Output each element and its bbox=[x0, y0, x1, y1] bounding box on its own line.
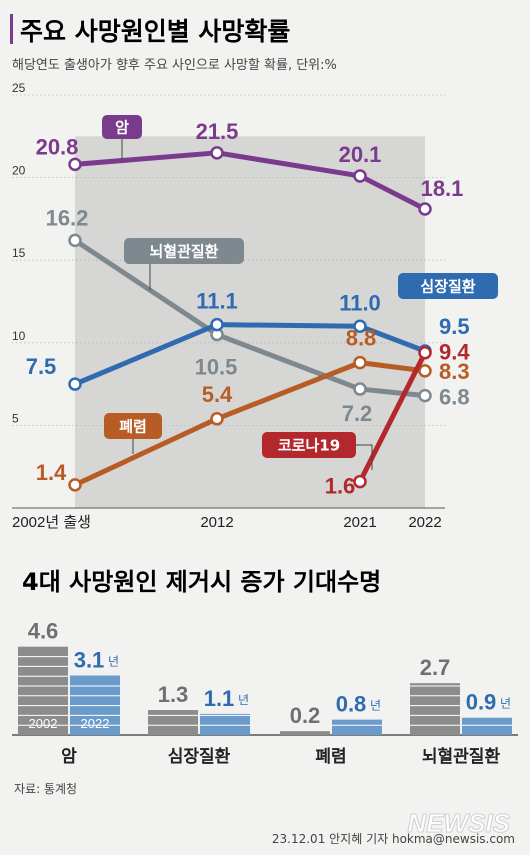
data-point-pneumonia bbox=[210, 412, 224, 426]
section-title: 4대 사망원인 제거시 증가 기대수명 bbox=[22, 568, 381, 596]
data-point-cerebro bbox=[418, 388, 432, 403]
bar-unit-label: 년 bbox=[108, 654, 119, 668]
bar-unit-label: 년 bbox=[370, 699, 381, 713]
data-point-cerebro bbox=[353, 382, 367, 396]
watermark-logo: NEWSIS bbox=[407, 808, 510, 838]
bar-value-label: 4.6 bbox=[28, 619, 59, 644]
data-point-covid bbox=[353, 474, 367, 489]
data-label-cerebro: 16.2 bbox=[46, 205, 89, 230]
y-tick-label: 20 bbox=[12, 164, 26, 178]
data-label-cerebro: 6.8 bbox=[439, 385, 470, 410]
data-point-heart bbox=[210, 317, 224, 332]
data-label-cancer: 20.8 bbox=[36, 134, 79, 159]
data-point-heart bbox=[68, 377, 82, 391]
bar-category-label: 암 bbox=[61, 747, 77, 767]
series-name-cancer: 암 bbox=[115, 119, 129, 137]
data-point-cancer bbox=[418, 202, 432, 216]
bar-2022 bbox=[332, 719, 382, 735]
line-chart: 5 10 15 20 25 2002년 출생 2012 2021 2022 20.8 21.5 20.… bbox=[12, 81, 498, 531]
data-point-pneumonia bbox=[68, 478, 82, 492]
bar-category-label: 폐렴 bbox=[315, 746, 346, 767]
data-label-cerebro: 7.2 bbox=[342, 401, 373, 426]
y-tick-label: 5 bbox=[12, 411, 19, 425]
bar-2022 bbox=[462, 717, 512, 735]
series-name-covid: 코로나19 bbox=[278, 437, 340, 455]
bar-year-label: 2022 bbox=[81, 716, 110, 731]
series-tag-cancer bbox=[102, 115, 142, 139]
series-line-cerebro bbox=[72, 237, 428, 399]
bar-value-label: 0.9 bbox=[466, 690, 497, 715]
data-point-heart bbox=[353, 319, 367, 334]
bar-2002 bbox=[18, 646, 68, 735]
bar-unit-label: 년 bbox=[500, 697, 511, 711]
y-tick-label: 10 bbox=[12, 329, 26, 343]
data-point-covid bbox=[418, 345, 432, 360]
series-name-cerebro: 뇌혈관질환 bbox=[149, 243, 218, 261]
data-label-heart: 11.0 bbox=[339, 290, 381, 315]
series-tag-heart bbox=[398, 273, 498, 299]
series-line-covid bbox=[357, 350, 428, 485]
data-label-pneumonia: 8.8 bbox=[346, 326, 377, 351]
data-point-cerebro bbox=[68, 233, 82, 248]
data-label-heart: 11.1 bbox=[196, 289, 238, 314]
series-line-pneumonia bbox=[72, 360, 428, 488]
page-title: 주요 사망원인별 사망확률 bbox=[20, 17, 290, 46]
data-label-pneumonia: 1.4 bbox=[36, 460, 67, 485]
bar-value-label: 1.1 bbox=[204, 686, 235, 711]
y-tick-label: 25 bbox=[12, 81, 26, 95]
bar-category-label: 심장질환 bbox=[168, 746, 231, 767]
data-point-pneumonia bbox=[353, 355, 367, 370]
source-note: 자료: 통계청 bbox=[14, 782, 77, 796]
data-label-cerebro: 10.5 bbox=[195, 355, 238, 380]
credit-line: 23.12.01 안지혜 기자 hokma@newsis.com bbox=[272, 832, 515, 846]
x-tick-label: 2012 bbox=[200, 514, 233, 531]
bar-category-label: 뇌혈관질환 bbox=[422, 746, 501, 767]
bar-unit-label: 년 bbox=[238, 693, 249, 707]
bar-value-label: 2.7 bbox=[420, 655, 451, 680]
data-label-covid: 9.4 bbox=[439, 340, 470, 365]
x-tick-label: 2002년 출생 bbox=[12, 514, 91, 531]
y-tick-label: 15 bbox=[12, 246, 26, 260]
bar-2002 bbox=[148, 710, 198, 735]
data-point-cancer bbox=[353, 169, 367, 183]
data-point-cancer bbox=[210, 146, 224, 160]
series-name-pneumonia: 폐렴 bbox=[119, 418, 147, 436]
data-point-cancer bbox=[68, 157, 82, 172]
data-label-cancer: 21.5 bbox=[196, 119, 239, 144]
series-line-heart bbox=[72, 322, 428, 387]
title-accent-bar bbox=[10, 14, 13, 44]
series-name-heart: 심장질환 bbox=[420, 278, 475, 296]
x-tick-label: 2021 bbox=[343, 514, 376, 531]
bar-2022 bbox=[200, 713, 250, 735]
data-label-cancer: 18.1 bbox=[421, 176, 464, 201]
label-connector bbox=[356, 444, 373, 470]
series-tag-covid bbox=[262, 432, 356, 458]
bar-value-label: 1.3 bbox=[158, 682, 189, 707]
data-label-covid: 1.6 bbox=[325, 474, 356, 499]
bar-2002 bbox=[280, 731, 330, 735]
data-label-pneumonia: 8.3 bbox=[439, 359, 470, 384]
bar-2002 bbox=[410, 683, 460, 735]
page-subtitle: 해당연도 출생아가 향후 주요 사인으로 사망할 확률, 단위:% bbox=[12, 58, 337, 73]
bar-value-label: 0.2 bbox=[290, 703, 321, 728]
bar-year-label: 2002 bbox=[29, 716, 58, 731]
bar-value-label: 3.1 bbox=[74, 647, 105, 672]
data-label-cancer: 20.1 bbox=[339, 142, 382, 167]
series-tag-cerebro bbox=[124, 238, 244, 264]
x-tick-label: 2022 bbox=[408, 514, 441, 531]
data-label-pneumonia: 5.4 bbox=[202, 382, 233, 407]
series-tag-pneumonia bbox=[104, 413, 162, 439]
data-point-pneumonia bbox=[418, 364, 432, 378]
bar-value-label: 0.8 bbox=[336, 692, 367, 717]
data-label-heart: 7.5 bbox=[26, 354, 57, 379]
data-label-heart: 9.5 bbox=[439, 314, 470, 339]
series-line-cancer bbox=[72, 150, 428, 212]
